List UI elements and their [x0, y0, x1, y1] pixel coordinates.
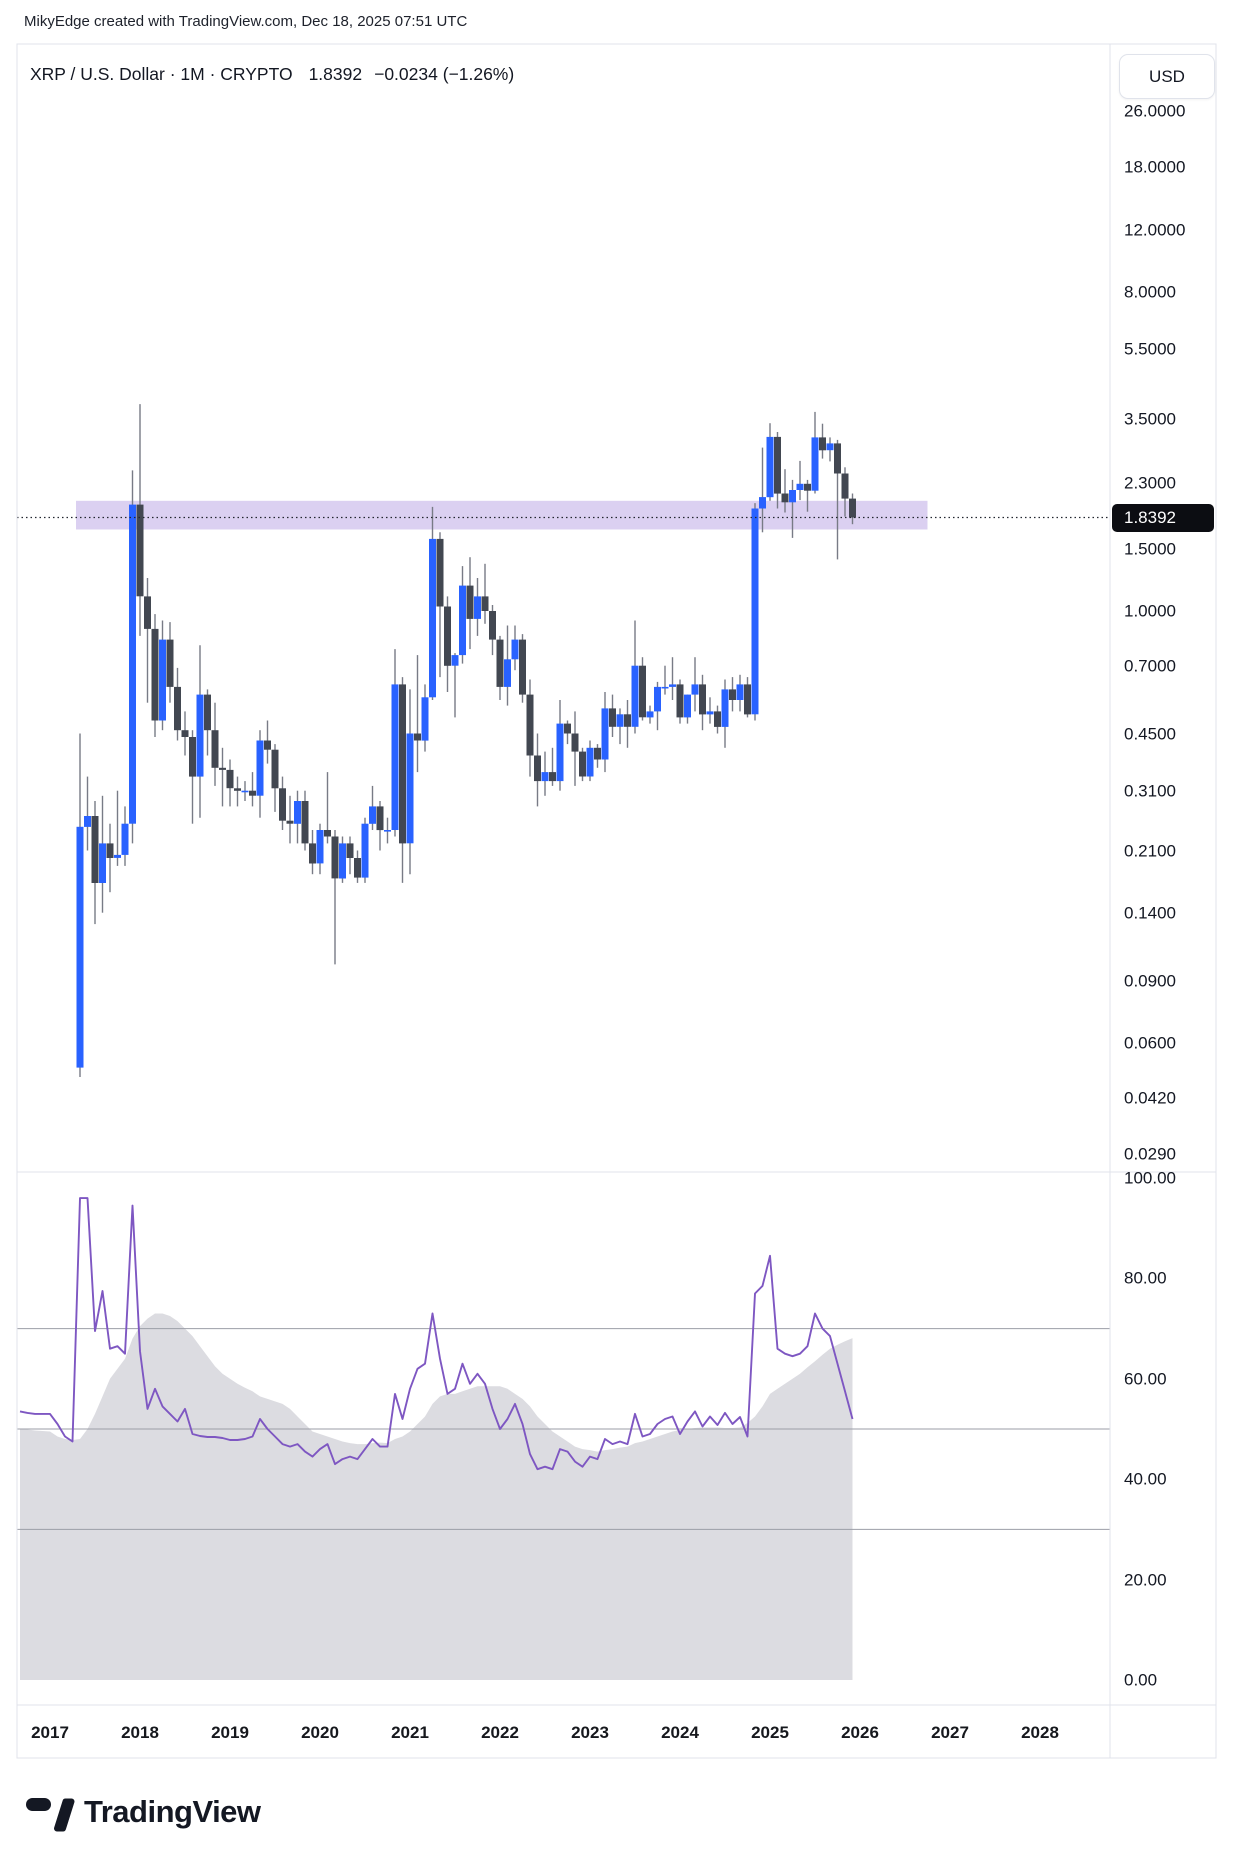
price-tick-label: 2.3000	[1124, 473, 1176, 493]
rsi-tick-label: 100.00	[1124, 1168, 1176, 1188]
year-tick-label: 2026	[841, 1723, 879, 1742]
price-tick-label: 12.0000	[1124, 220, 1186, 240]
tradingview-logo-icon[interactable]	[26, 1790, 76, 1834]
price-tick-label: 0.2100	[1124, 841, 1176, 860]
year-tick-label: 2019	[211, 1723, 249, 1742]
currency-toggle-button[interactable]: USD	[1119, 54, 1215, 99]
year-tick-label: 2028	[1021, 1723, 1059, 1742]
tradingview-logo-text[interactable]: TradingView	[84, 1794, 261, 1829]
price-tick-label: 0.0290	[1124, 1144, 1176, 1164]
year-tick-label: 2024	[661, 1723, 699, 1742]
footer: TradingView	[26, 1790, 261, 1834]
price-tick-label: 1.0000	[1124, 601, 1176, 621]
year-tick-label: 2021	[391, 1723, 429, 1742]
price-tick-label: 0.0900	[1124, 971, 1176, 990]
last-price: 1.8392	[308, 64, 363, 84]
year-tick-label: 2027	[931, 1723, 969, 1742]
symbol-title: XRP / U.S. Dollar · 1M · CRYPTO	[30, 64, 293, 84]
price-tick-label: 0.1400	[1124, 903, 1176, 923]
price-tick-label: 0.7000	[1124, 656, 1176, 676]
price-tick-label: 18.0000	[1124, 157, 1186, 177]
price-tick-label: 0.0420	[1124, 1088, 1176, 1107]
price-tick-label: 0.4500	[1124, 724, 1176, 743]
attribution-text: MikyEdge created with TradingView.com, D…	[24, 13, 468, 30]
rsi-tick-label: 60.00	[1124, 1369, 1167, 1389]
rsi-tick-label: 40.00	[1124, 1469, 1167, 1489]
price-tick-label: 8.0000	[1124, 282, 1176, 302]
price-tick-label: 0.0600	[1124, 1033, 1176, 1053]
current-price-tag: 1.8392	[1112, 503, 1214, 532]
price-change: −0.0234 (−1.26%)	[374, 64, 515, 84]
chart-legend: XRP / U.S. Dollar · 1M · CRYPTO 1.8392 −…	[30, 64, 514, 85]
price-tick-label: 0.3100	[1124, 781, 1176, 801]
rsi-tick-label: 80.00	[1124, 1268, 1167, 1288]
year-tick-label: 2017	[31, 1723, 69, 1742]
year-tick-label: 2023	[571, 1723, 609, 1742]
price-tick-label: 26.0000	[1124, 101, 1186, 121]
price-tick-label: 3.5000	[1124, 409, 1176, 429]
price-tick-label: 5.5000	[1124, 339, 1176, 359]
year-tick-label: 2025	[751, 1723, 789, 1742]
year-tick-label: 2020	[301, 1723, 339, 1742]
year-tick-label: 2022	[481, 1723, 519, 1742]
rsi-tick-label: 20.00	[1124, 1570, 1167, 1590]
rsi-tick-label: 0.00	[1124, 1670, 1158, 1690]
year-tick-label: 2018	[121, 1723, 159, 1742]
price-tick-label: 1.5000	[1124, 539, 1176, 559]
